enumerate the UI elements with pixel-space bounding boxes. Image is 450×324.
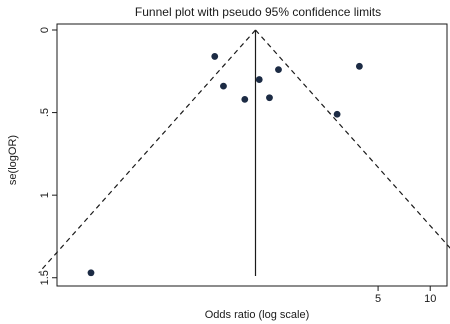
y-tick-label: 1.5 [39,270,51,285]
data-point [355,62,363,70]
x-tick-label: 5 [375,293,381,305]
chart-title: Funnel plot with pseudo 95% confidence l… [135,5,381,19]
upper-confidence-limit-line [255,29,450,249]
x-axis-label: Odds ratio (log scale) [205,309,310,321]
data-points [87,53,363,277]
funnel-lines-group [38,29,450,276]
plot-frame [56,23,448,287]
data-point [220,82,227,90]
y-axis-ticks: 0 .5 1 1.5 [39,27,57,285]
x-tick-label: 10 [424,293,436,305]
data-point [333,110,341,118]
data-point [211,53,219,60]
data-point [87,269,95,277]
x-axis-ticks: 5 10 [375,286,436,305]
y-tick-label: 1 [39,192,51,198]
data-point [241,95,249,103]
data-point [275,66,282,74]
y-tick-label: 0 [39,27,51,33]
y-axis-label: se(logOR) [7,135,19,185]
y-tick-label: .5 [39,108,51,117]
data-point [255,76,263,83]
lower-confidence-limit-line [38,29,256,274]
data-point [266,94,273,102]
